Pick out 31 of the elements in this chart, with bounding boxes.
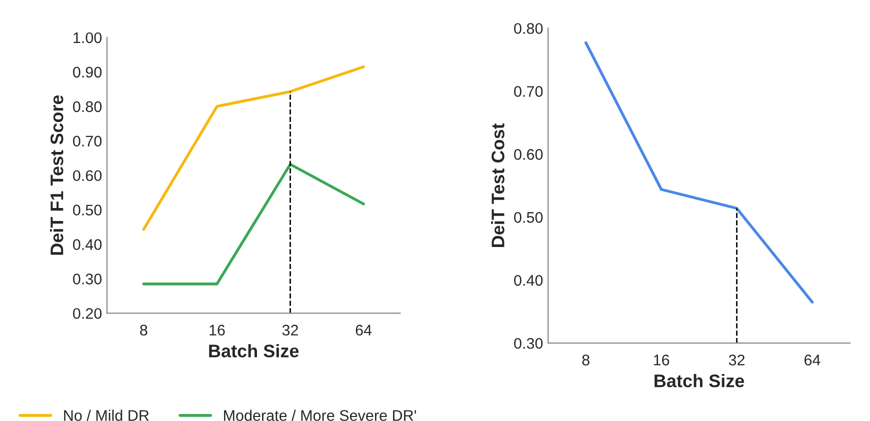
line-series (584, 41, 814, 304)
y-tick-label: 0.60 (514, 149, 543, 160)
y-tick-label: 0.40 (514, 275, 543, 286)
legend-label: Moderate / More Severe DR' (224, 410, 416, 421)
y-tick-label: 0.30 (514, 338, 543, 349)
y-tick-label: 0.60 (73, 170, 102, 182)
x-tick-label: 32 (282, 324, 298, 336)
y-tick-label: 0.70 (73, 136, 102, 147)
y-tick-label: 1.00 (74, 32, 102, 44)
x-axis-title: Batch Size (209, 344, 299, 358)
y-tick-label: 0.50 (514, 212, 543, 223)
y-tick-label: 0.30 (73, 274, 102, 284)
y-axis-title: DeiT F1 Test Score (50, 95, 64, 255)
y-tick-label: 0.90 (73, 66, 102, 78)
x-tick-label: 8 (582, 354, 590, 366)
line-series (142, 65, 365, 231)
x-tick-label: 32 (728, 354, 745, 366)
x-tick-label: 64 (804, 354, 820, 366)
y-tick-label: 0.40 (73, 239, 102, 250)
y-tick-label: 0.80 (73, 101, 102, 112)
x-axis-title: Batch Size (654, 374, 744, 388)
x-tick-label: 64 (356, 324, 372, 336)
legend-label: No / Mild DR (64, 410, 149, 421)
y-tick-label: 0.70 (514, 86, 543, 97)
y-tick-label: 0.20 (73, 308, 102, 319)
x-tick-label: 16 (654, 354, 670, 366)
y-axis-title: DeiT Test Cost (491, 123, 504, 247)
x-tick-label: 16 (210, 324, 225, 336)
x-tick-label: 8 (140, 324, 148, 336)
y-tick-label: 0.80 (514, 23, 543, 34)
y-tick-label: 0.50 (73, 204, 102, 216)
